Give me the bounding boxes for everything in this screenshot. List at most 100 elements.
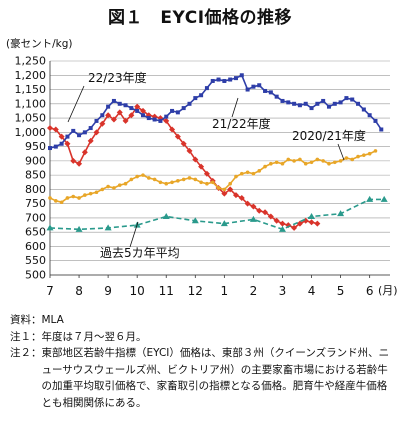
data-point [129,177,134,182]
annotation-leader [337,143,345,161]
data-point [327,161,331,166]
data-point [187,101,192,106]
data-point [199,93,204,98]
data-point [234,174,238,179]
data-point [367,113,372,118]
y-tick-label: 1,050 [15,112,47,125]
data-point [257,83,262,88]
x-tick-label: 5 [337,284,345,298]
y-tick-label: 550 [25,254,46,267]
note-2: 注２： 東部地区若齢牛指標（EYCI）価格は、東部３州（クイーンズランド州、ニュ… [10,345,396,411]
data-point [228,181,232,186]
data-point [53,144,58,149]
data-point [309,106,314,111]
data-point [286,100,291,105]
data-point [314,220,321,227]
data-point [187,176,192,180]
y-tick-label: 1,000 [15,126,47,139]
data-point [46,224,54,231]
data-point [251,84,256,89]
data-point [93,129,100,136]
data-point [256,207,263,214]
y-tick-label: 600 [25,240,46,253]
data-point [250,203,257,210]
data-point [263,164,267,169]
data-point [367,151,372,156]
y-tick-label: 1,100 [15,97,47,110]
data-point [303,101,308,106]
data-point [191,217,199,224]
data-point [59,141,64,146]
data-point [279,220,286,227]
data-point [141,173,145,177]
data-point [228,77,233,82]
data-point [210,78,215,83]
data-point [47,125,53,132]
data-point [106,184,110,189]
data-point [216,186,221,190]
data-point [350,157,355,162]
data-point [152,177,157,182]
data-point [362,153,366,157]
x-tick-label: 10 [130,284,145,298]
data-point [164,114,169,119]
series-fy2021 [48,149,378,205]
data-point [350,97,355,102]
data-point [170,108,175,113]
series-annotation: 過去5カ年平均 [100,246,180,260]
data-point [199,180,203,185]
series-fy2122 [48,73,384,151]
data-point [251,171,256,176]
data-point [146,116,151,121]
x-tick-label: 11 [159,284,174,298]
data-point [233,76,238,81]
data-point [65,134,70,139]
data-point [106,104,111,109]
data-point [338,100,343,105]
data-point [205,181,209,186]
data-point [193,177,198,182]
data-point [249,215,257,222]
data-point [117,101,122,106]
data-point [152,117,157,122]
data-point [332,101,337,106]
source-note: 資料： MLA [10,312,396,329]
data-point [245,170,250,175]
data-point [344,156,349,160]
data-point [308,213,316,220]
data-point [278,225,286,232]
data-point [296,220,303,227]
y-tick-label: 700 [25,211,46,224]
data-point [321,98,326,103]
data-point [309,160,314,165]
data-point [239,171,244,176]
data-point [373,149,378,153]
x-tick-label: 2 [250,284,258,298]
y-tick-label: 650 [25,226,46,239]
data-point [100,113,105,118]
data-point [170,180,174,185]
data-point [147,176,151,180]
data-point [140,113,145,118]
data-point [94,190,99,195]
series-annotation: 2020/21年度 [292,128,366,143]
data-point [77,133,82,138]
data-point [203,170,210,177]
data-point [221,190,228,197]
x-tick-label: 3 [279,284,287,298]
y-tick-label: 900 [25,154,46,167]
data-point [87,137,94,144]
data-point [380,195,388,202]
data-point [70,157,77,164]
data-point [274,160,279,165]
data-point [54,199,58,203]
data-point [222,78,227,83]
data-point [262,209,269,216]
data-point [356,154,360,159]
data-point [356,101,361,106]
data-point [303,161,308,166]
x-tick-label: 9 [104,284,112,298]
data-point [122,117,129,124]
data-point [257,169,262,173]
